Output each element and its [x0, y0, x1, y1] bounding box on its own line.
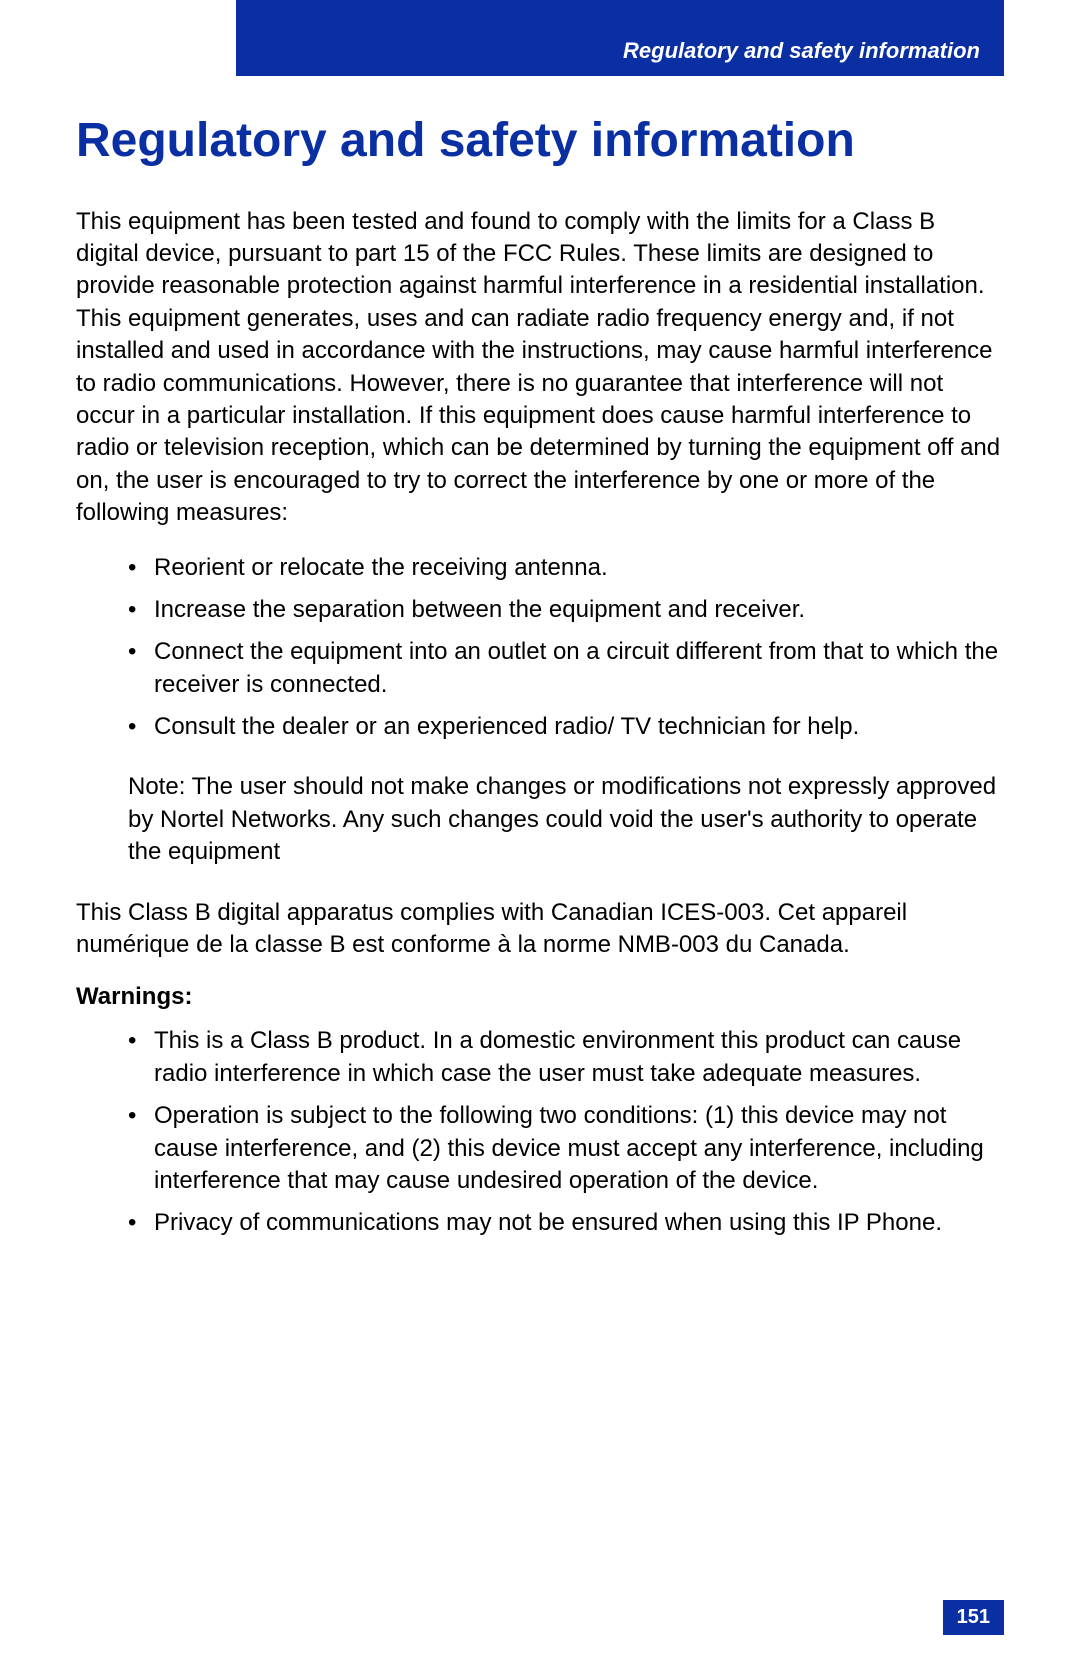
- measures-list: Reorient or relocate the receiving anten…: [76, 552, 1004, 744]
- header-label: Regulatory and safety information: [623, 38, 980, 64]
- list-item: Consult the dealer or an experienced rad…: [102, 711, 1004, 743]
- compliance-paragraph: This Class B digital apparatus complies …: [76, 897, 1004, 962]
- list-item: Increase the separation between the equi…: [102, 594, 1004, 626]
- warnings-list: This is a Class B product. In a domestic…: [76, 1025, 1004, 1239]
- page-number: 151: [943, 1600, 1004, 1635]
- list-item: Reorient or relocate the receiving anten…: [102, 552, 1004, 584]
- page-title: Regulatory and safety information: [76, 112, 1004, 170]
- header-banner: Regulatory and safety information: [236, 0, 1004, 76]
- list-item: This is a Class B product. In a domestic…: [102, 1025, 1004, 1090]
- list-item: Privacy of communications may not be ens…: [102, 1207, 1004, 1239]
- list-item: Connect the equipment into an outlet on …: [102, 636, 1004, 701]
- warnings-heading: Warnings:: [76, 983, 1004, 1011]
- note-text: Note: The user should not make changes o…: [76, 771, 1004, 868]
- intro-paragraph: This equipment has been tested and found…: [76, 206, 1004, 530]
- page-content: Regulatory and safety information This e…: [76, 112, 1004, 1268]
- list-item: Operation is subject to the following tw…: [102, 1100, 1004, 1197]
